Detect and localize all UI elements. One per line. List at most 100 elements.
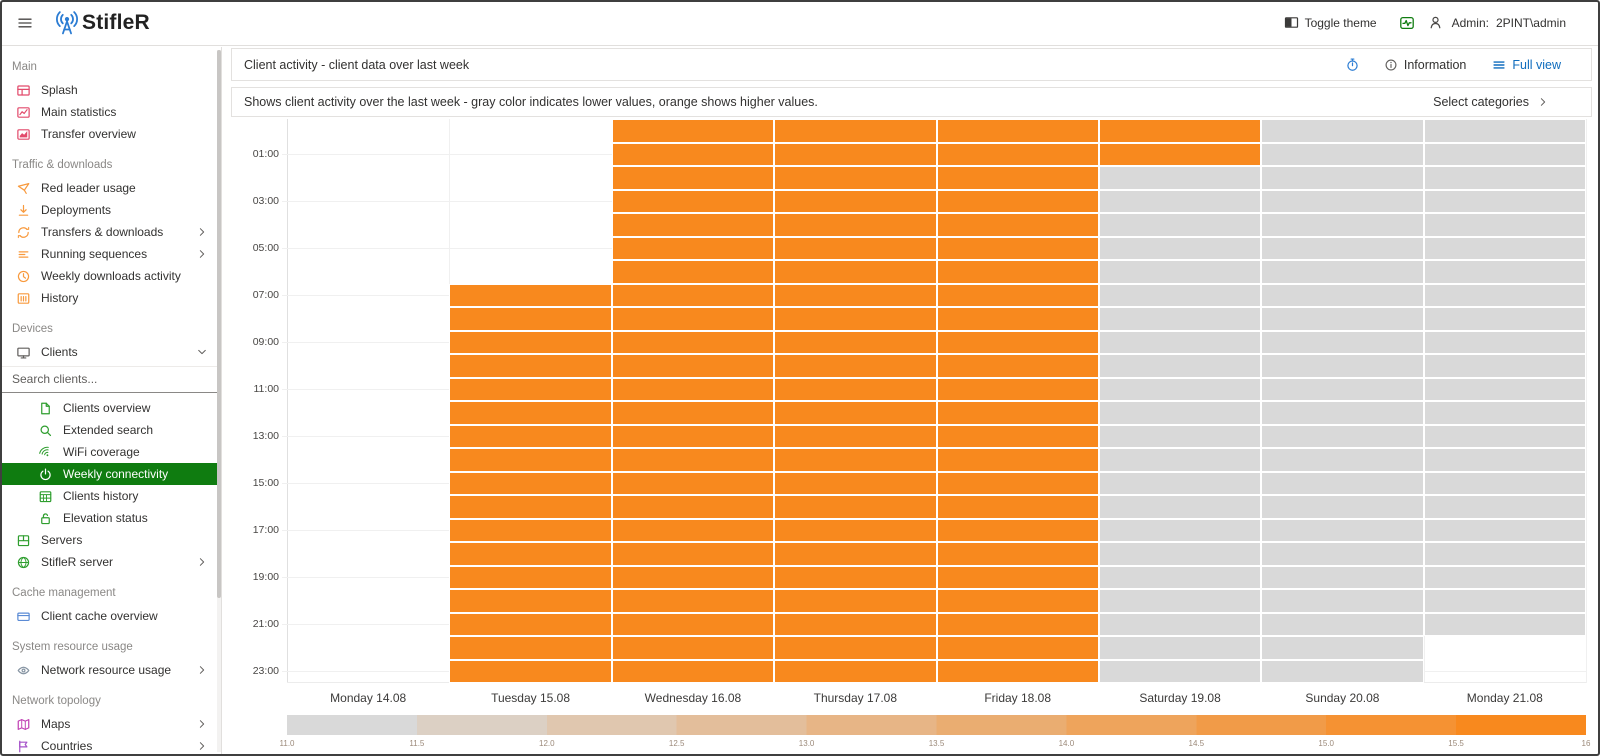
heatmap-cell[interactable] — [774, 659, 937, 683]
heatmap-cell[interactable] — [1098, 236, 1262, 260]
heatmap-cell[interactable] — [774, 612, 937, 636]
heatmap-cell[interactable] — [1261, 518, 1424, 542]
heatmap-cell[interactable] — [936, 307, 1099, 331]
heatmap-cell[interactable] — [936, 354, 1099, 378]
heatmap-cell[interactable] — [774, 542, 937, 566]
heatmap-cell[interactable] — [1261, 636, 1424, 660]
heatmap-cell[interactable] — [1261, 659, 1424, 683]
heatmap-cell[interactable] — [1261, 119, 1424, 143]
heatmap-cell[interactable] — [611, 659, 775, 683]
heatmap-cell[interactable] — [1098, 283, 1262, 307]
heatmap-cell[interactable] — [611, 236, 775, 260]
heatmap-cell[interactable] — [936, 166, 1099, 190]
heatmap-cell[interactable] — [1098, 213, 1262, 237]
heatmap-cell[interactable] — [1261, 307, 1424, 331]
heatmap-cell[interactable] — [1423, 166, 1586, 190]
heatmap-cell[interactable] — [774, 119, 937, 143]
heatmap-cell[interactable] — [611, 612, 775, 636]
heatmap-cell[interactable] — [1261, 354, 1424, 378]
heatmap-cell[interactable] — [449, 471, 612, 495]
heatmap-cell[interactable] — [774, 565, 937, 589]
heatmap-cell[interactable] — [449, 589, 612, 613]
heatmap-cell[interactable] — [449, 542, 612, 566]
sidebar-item-splash[interactable]: Splash — [0, 79, 221, 101]
heatmap-cell[interactable] — [774, 283, 937, 307]
heatmap-cell[interactable] — [1261, 166, 1424, 190]
heatmap-cell[interactable] — [1098, 119, 1262, 143]
heatmap-cell[interactable] — [1098, 542, 1262, 566]
heatmap-cell[interactable] — [611, 189, 775, 213]
heatmap-cell[interactable] — [774, 260, 937, 284]
heatmap-cell[interactable] — [1423, 307, 1586, 331]
heatmap-cell[interactable] — [936, 142, 1099, 166]
heatmap-cell[interactable] — [936, 260, 1099, 284]
heatmap-cell[interactable] — [611, 119, 775, 143]
heatmap-cell[interactable] — [1098, 189, 1262, 213]
heatmap-cell[interactable] — [1261, 401, 1424, 425]
heatmap-cell[interactable] — [936, 213, 1099, 237]
heatmap-cell[interactable] — [1423, 612, 1586, 636]
heatmap-cell[interactable] — [774, 495, 937, 519]
heatmap-cell[interactable] — [774, 401, 937, 425]
heatmap-cell[interactable] — [1098, 659, 1262, 683]
heatmap-cell[interactable] — [449, 354, 612, 378]
activity-monitor-icon[interactable] — [1399, 15, 1415, 31]
heatmap-cell[interactable] — [611, 424, 775, 448]
heatmap-cell[interactable] — [1423, 518, 1586, 542]
heatmap-cell[interactable] — [1098, 448, 1262, 472]
sidebar-item-clients-overview[interactable]: Clients overview — [0, 397, 221, 419]
heatmap-cell[interactable] — [774, 354, 937, 378]
heatmap-cell[interactable] — [774, 448, 937, 472]
heatmap-cell[interactable] — [1423, 377, 1586, 401]
heatmap-cell[interactable] — [1423, 142, 1586, 166]
heatmap-cell[interactable] — [936, 659, 1099, 683]
heatmap-cell[interactable] — [774, 330, 937, 354]
sidebar-item-network-resource-usage[interactable]: Network resource usage — [0, 659, 221, 681]
heatmap-cell[interactable] — [1098, 589, 1262, 613]
sidebar-item-running-sequences[interactable]: Running sequences — [0, 243, 221, 265]
heatmap-cell[interactable] — [1261, 424, 1424, 448]
heatmap-cell[interactable] — [1423, 119, 1586, 143]
heatmap-cell[interactable] — [936, 636, 1099, 660]
heatmap-cell[interactable] — [1098, 471, 1262, 495]
heatmap-cell[interactable] — [936, 377, 1099, 401]
heatmap-cell[interactable] — [611, 636, 775, 660]
heatmap-cell[interactable] — [611, 166, 775, 190]
heatmap-cell[interactable] — [449, 636, 612, 660]
sidebar-item-deployments[interactable]: Deployments — [0, 199, 221, 221]
heatmap-cell[interactable] — [774, 236, 937, 260]
heatmap-cell[interactable] — [774, 377, 937, 401]
sidebar-item-weekly-connectivity[interactable]: Weekly connectivity — [0, 463, 221, 485]
select-categories-button[interactable]: Select categories — [1433, 95, 1549, 109]
heatmap-cell[interactable] — [936, 495, 1099, 519]
sidebar-item-clients-history[interactable]: Clients history — [0, 485, 221, 507]
heatmap-cell[interactable] — [1423, 401, 1586, 425]
heatmap-cell[interactable] — [1261, 330, 1424, 354]
full-view-button[interactable]: Full view — [1492, 58, 1561, 72]
sidebar-item-elevation-status[interactable]: Elevation status — [0, 507, 221, 529]
heatmap-cell[interactable] — [774, 471, 937, 495]
heatmap-cell[interactable] — [936, 471, 1099, 495]
heatmap-cell[interactable] — [1423, 236, 1586, 260]
menu-button[interactable] — [10, 8, 40, 38]
heatmap-cell[interactable] — [936, 189, 1099, 213]
heatmap-cell[interactable] — [936, 542, 1099, 566]
heatmap-cell[interactable] — [611, 401, 775, 425]
heatmap-cell[interactable] — [1261, 565, 1424, 589]
heatmap-cell[interactable] — [449, 518, 612, 542]
heatmap-cell[interactable] — [1261, 542, 1424, 566]
heatmap-cell[interactable] — [611, 377, 775, 401]
heatmap-cell[interactable] — [1423, 330, 1586, 354]
heatmap-cell[interactable] — [1423, 354, 1586, 378]
app-logo[interactable]: StifleR — [54, 10, 150, 36]
heatmap-cell[interactable] — [936, 119, 1099, 143]
heatmap-cell[interactable] — [611, 283, 775, 307]
heatmap-cell[interactable] — [774, 518, 937, 542]
information-button[interactable]: Information — [1384, 58, 1466, 72]
sidebar-item-main-statistics[interactable]: Main statistics — [0, 101, 221, 123]
heatmap-cell[interactable] — [1261, 448, 1424, 472]
heatmap-cell[interactable] — [936, 448, 1099, 472]
heatmap-cell[interactable] — [1423, 189, 1586, 213]
heatmap-cell[interactable] — [936, 283, 1099, 307]
heatmap-cell[interactable] — [449, 377, 612, 401]
